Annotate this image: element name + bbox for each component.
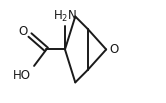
Text: H$_2$N: H$_2$N <box>53 9 77 24</box>
Text: O: O <box>19 25 28 38</box>
Text: HO: HO <box>13 69 31 82</box>
Text: O: O <box>109 43 119 56</box>
